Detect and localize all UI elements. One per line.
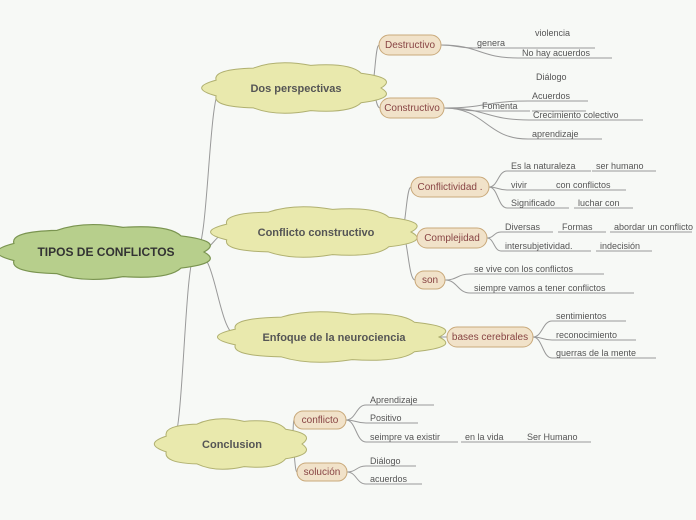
leaf-text: No hay acuerdos [522, 48, 591, 58]
root-label: TIPOS DE CONFLICTOS [37, 245, 174, 259]
leaf-text: acuerdos [370, 474, 408, 484]
pill-label-comp: Complejidad [424, 233, 480, 244]
leaf-text: vivir [511, 180, 527, 190]
leaf-text: genera [477, 38, 505, 48]
leaf-text: Ser Humano [527, 432, 578, 442]
edge-pill [445, 280, 470, 293]
sub-label-neu: Enfoque de la neurociencia [262, 332, 406, 344]
edge-pill [533, 321, 552, 337]
leaf-text: reconocimiento [556, 330, 617, 340]
leaf-text: Diálogo [370, 456, 401, 466]
leaf-text: Positivo [370, 413, 402, 423]
leaf-text: Diálogo [536, 72, 567, 82]
leaf-text: violencia [535, 28, 570, 38]
edge-pill [487, 238, 501, 251]
leaf-text: aprendizaje [532, 129, 579, 139]
sub-label-con: Conflicto constructivo [258, 227, 375, 239]
edge-pill [346, 405, 366, 420]
edge-pill [347, 472, 366, 484]
leaf-text: abordar un conflicto [614, 222, 693, 232]
leaf-text: se vive con los conflictos [474, 264, 574, 274]
edge-pill [444, 108, 528, 139]
edge-pill [487, 232, 501, 238]
edge-root [172, 252, 196, 444]
pill-label-son: son [422, 275, 438, 286]
leaf-text: Crecimiento colectivo [533, 110, 619, 120]
leaf-text: Fomenta [482, 101, 518, 111]
leaf-text: ser humano [596, 161, 644, 171]
leaf-text: Aprendizaje [370, 395, 418, 405]
leaf-text: intersubjetividad. [505, 241, 573, 251]
leaf-text: sentimientos [556, 311, 607, 321]
pill-label-destr: Destructivo [385, 40, 435, 51]
pill-label-const: Constructivo [384, 103, 440, 114]
leaf-text: en la vida [465, 432, 504, 442]
leaf-text: luchar con [578, 198, 620, 208]
pill-label-bases: bases cerebrales [452, 332, 528, 343]
edge-pill [445, 274, 470, 280]
sub-label-dos: Dos perspectivas [250, 83, 341, 95]
leaf-text: indecisión [600, 241, 640, 251]
pill-label-sol: solución [304, 467, 341, 478]
leaf-text: Significado [511, 198, 555, 208]
edge-root [196, 252, 239, 337]
sub-label-ccl: Conclusion [202, 439, 262, 451]
edge-pill [347, 466, 366, 472]
leaf-text: Es la naturaleza [511, 161, 576, 171]
leaf-text: Formas [562, 222, 593, 232]
leaf-text: guerras de la mente [556, 348, 636, 358]
leaf-text: Acuerdos [532, 91, 571, 101]
pill-label-conf: conflicto [302, 415, 339, 426]
pill-label-cflv: Conflictividad . [417, 182, 482, 193]
leaf-text: con conflictos [556, 180, 611, 190]
leaf-text: seimpre va existir [370, 432, 440, 442]
edge-pill [489, 171, 507, 187]
leaf-text: Diversas [505, 222, 541, 232]
leaf-text: siempre vamos a tener conflictos [474, 283, 606, 293]
